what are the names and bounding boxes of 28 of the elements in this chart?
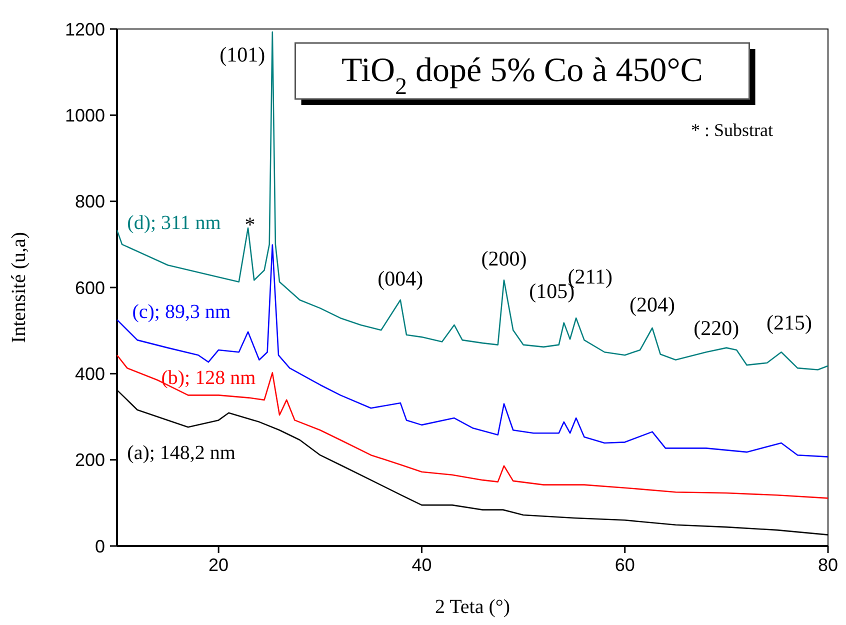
annotation: (220) — [694, 316, 740, 340]
y-tick-label: 1000 — [64, 105, 105, 126]
line-series — [116, 31, 829, 370]
series-label: (a); 148,2 nm — [127, 442, 236, 464]
annotation: (101) — [220, 42, 266, 66]
y-tick-label: 0 — [94, 536, 105, 556]
x-tick-label: 40 — [412, 555, 432, 575]
y-tick-label: 400 — [74, 364, 105, 384]
x-tick-label: 80 — [818, 555, 838, 575]
x-axis-title: 2 Teta (°) — [434, 596, 510, 618]
x-tick-label: 60 — [614, 555, 635, 575]
text: TiO$_{2}$ dopé 5% Co à 450°C — [342, 52, 703, 100]
series-label: (c); 89,3 nm — [132, 301, 231, 324]
y-tick-label: 600 — [74, 278, 105, 298]
annotation: (204) — [630, 292, 676, 316]
y-tick-label: 800 — [74, 192, 105, 212]
annotation: * : Substrat — [690, 120, 773, 140]
y-axis-title: Intensité (u,a) — [8, 232, 30, 344]
annotation: * — [244, 212, 256, 236]
annotation: (200) — [481, 246, 527, 271]
line-series — [116, 354, 829, 499]
series-label: (b); 128 nm — [161, 367, 256, 390]
x-tick-label: 20 — [208, 555, 229, 575]
y-tick-label: 200 — [74, 450, 105, 470]
annotation: (004) — [378, 266, 424, 290]
annotation: (215) — [766, 310, 812, 334]
y-tick-label: 1200 — [64, 19, 105, 40]
series-label: (d); 311 nm — [127, 212, 222, 234]
